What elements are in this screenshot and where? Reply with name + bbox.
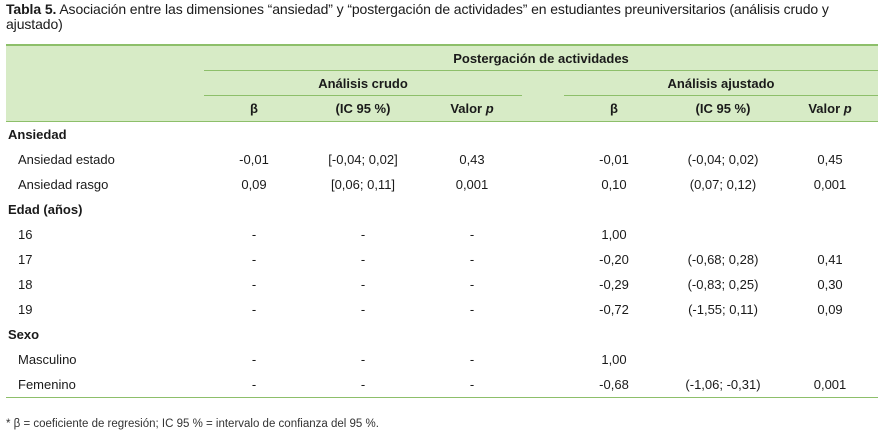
cell-p1: 0,001 <box>455 177 489 192</box>
cell-b1: - <box>251 377 257 392</box>
group-title: Edad (años) <box>8 202 83 217</box>
group-title: Ansiedad <box>8 127 67 142</box>
table-caption: Tabla 5. Asociación entre las dimensione… <box>6 2 878 32</box>
col-ic-ajustado: (IC 95 %) <box>695 101 751 116</box>
col-p-ajustado: Valor p <box>808 101 852 116</box>
cell-p1: - <box>469 252 475 267</box>
row-label: Ansiedad rasgo <box>18 177 109 192</box>
cell-b2: -0,72 <box>599 302 629 317</box>
cell-p2: 0,001 <box>813 177 847 192</box>
cell-b2: -0,29 <box>599 277 629 292</box>
cell-p1: - <box>469 227 475 242</box>
table-title: Asociación entre las dimensiones “ansied… <box>6 1 829 32</box>
footnote: * β = coeficiente de regresión; IC 95 % … <box>6 418 379 430</box>
cell-p2 <box>782 347 878 372</box>
table-row: Ansiedad rasgo 0,09 [0,06; 0,11] 0,001 0,10 (… <box>6 172 878 197</box>
group-row: Sexo <box>6 322 878 347</box>
row-label: 17 <box>18 252 33 267</box>
header-row-columns: β (IC 95 %) Valor p β (IC 95 %) Valor p <box>6 96 879 122</box>
cell-ic1: - <box>360 302 366 317</box>
cell-b1: - <box>251 227 257 242</box>
col-p-crudo: Valor p <box>450 101 494 116</box>
cell-ic2: (-1,55; 0,11) <box>688 302 758 317</box>
col-ic-crudo: (IC 95 %) <box>335 101 391 116</box>
cell-b2: -0,20 <box>599 252 629 267</box>
table-row: 19 - - - -0,72 (-1,55; 0,11) 0,09 <box>6 297 878 322</box>
cell-ic2 <box>664 347 782 372</box>
cell-p1: 0,43 <box>459 152 485 167</box>
cell-ic1: - <box>360 377 366 392</box>
cell-p2 <box>782 222 878 247</box>
col-beta-crudo: β <box>250 101 258 116</box>
col-beta-ajustado: β <box>610 101 618 116</box>
cell-p1: - <box>469 377 475 392</box>
group-row: Ansiedad <box>6 122 878 148</box>
cell-ic2: (-1,06; -0,31) <box>685 377 761 392</box>
cell-p2: 0,41 <box>817 252 843 267</box>
cell-b1: 0,09 <box>241 177 267 192</box>
cell-p2: 0,001 <box>813 377 847 392</box>
table-label: Tabla 5. <box>6 1 57 17</box>
cell-p1: - <box>469 277 475 292</box>
cell-b1: - <box>251 277 257 292</box>
table-row: Ansiedad estado -0,01 [-0,04; 0,02] 0,43 -0,… <box>6 147 878 172</box>
cell-p1: - <box>469 352 475 367</box>
cell-p2: 0,09 <box>817 302 843 317</box>
row-label: Masculino <box>18 352 77 367</box>
cell-b2: -0,68 <box>599 377 629 392</box>
cell-ic1: - <box>360 227 366 242</box>
cell-ic1: [0,06; 0,11] <box>330 177 396 192</box>
row-label: 18 <box>18 277 33 292</box>
cell-b1: - <box>251 252 257 267</box>
table-row: Femenino - - - -0,68 (-1,06; -0,31) 0,001 <box>6 372 879 398</box>
cell-ic2: (-0,04; 0,02) <box>687 152 759 167</box>
table-body: Ansiedad Ansiedad estado -0,01 [-0,04; 0,02… <box>6 122 879 398</box>
cell-ic2: (-0,83; 0,25) <box>687 277 759 292</box>
cell-p1: - <box>469 302 475 317</box>
group-row: Edad (años) <box>6 197 878 222</box>
cell-b1: -0,01 <box>239 152 269 167</box>
cell-ic1: [-0,04; 0,02] <box>328 152 398 167</box>
cell-ic1: - <box>360 352 366 367</box>
cell-b2: -0,01 <box>599 152 629 167</box>
cell-ic1: - <box>360 252 366 267</box>
association-table: Postergación de actividades Análisis cru… <box>6 44 879 398</box>
cell-b2: 1,00 <box>601 352 627 367</box>
cell-p2: 0,30 <box>817 277 843 292</box>
header-row-main: Postergación de actividades <box>6 45 879 71</box>
cell-b1: - <box>251 302 257 317</box>
header-row-analysis: Análisis crudo Análisis ajustado <box>6 71 879 96</box>
header-crudo: Análisis crudo <box>204 71 522 96</box>
cell-ic1: - <box>360 277 366 292</box>
cell-b1: - <box>251 352 257 367</box>
row-label: 19 <box>18 302 33 317</box>
table-row: 16 - - - 1,00 <box>6 222 878 247</box>
cell-ic2: (0,07; 0,12) <box>689 177 757 192</box>
cell-ic2: (-0,68; 0,28) <box>687 252 759 267</box>
table-row: Masculino - - - 1,00 <box>6 347 878 372</box>
table-row: 18 - - - -0,29 (-0,83; 0,25) 0,30 <box>6 272 878 297</box>
header-ajustado: Análisis ajustado <box>564 71 879 96</box>
group-title: Sexo <box>8 327 40 342</box>
row-label: 16 <box>18 227 33 242</box>
cell-ic2 <box>664 222 782 247</box>
cell-p2: 0,45 <box>817 152 843 167</box>
row-label: Femenino <box>18 377 76 392</box>
cell-b2: 1,00 <box>601 227 627 242</box>
cell-b2: 0,10 <box>601 177 627 192</box>
table-row: 17 - - - -0,20 (-0,68; 0,28) 0,41 <box>6 247 878 272</box>
row-label: Ansiedad estado <box>18 152 115 167</box>
header-main: Postergación de actividades <box>204 45 879 71</box>
